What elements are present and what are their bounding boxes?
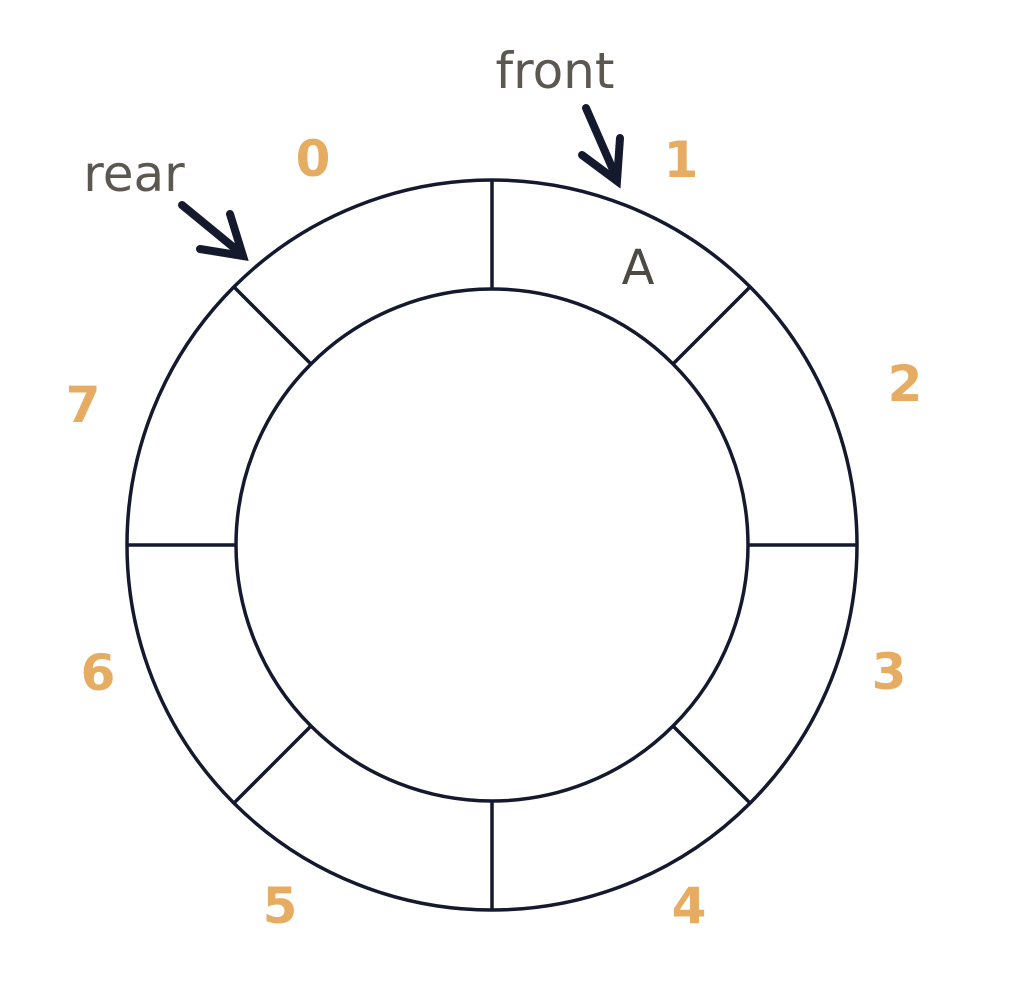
slot-index-5: 5 — [263, 877, 298, 935]
slot-index-1: 1 — [664, 131, 699, 189]
rear-label: rear — [83, 145, 185, 203]
slot-index-0: 0 — [296, 130, 331, 188]
slot-divider-3 — [671, 724, 752, 805]
slot-index-2: 2 — [888, 355, 923, 413]
rear-pointer: rear — [83, 145, 249, 261]
front-arrow-shaft — [582, 104, 618, 176]
slot-divider-7 — [232, 285, 313, 366]
slot-index-labels: 0 1 2 3 4 5 6 7 — [66, 130, 923, 935]
front-pointer: front — [496, 42, 624, 189]
slot-value-1: A — [622, 240, 655, 296]
front-arrow-head — [578, 134, 624, 189]
slot-index-4: 4 — [672, 877, 707, 935]
slot-index-7: 7 — [66, 376, 101, 434]
front-label: front — [496, 42, 615, 100]
rear-arrow-head — [196, 210, 249, 261]
slot-dividers — [127, 180, 857, 910]
rear-arrow-shaft — [178, 201, 242, 255]
slot-values: A — [622, 240, 655, 296]
slot-divider-5 — [232, 724, 313, 805]
inner-ring — [234, 287, 750, 803]
slot-index-3: 3 — [872, 643, 907, 701]
slot-index-6: 6 — [81, 644, 116, 702]
slot-divider-1 — [671, 285, 752, 366]
